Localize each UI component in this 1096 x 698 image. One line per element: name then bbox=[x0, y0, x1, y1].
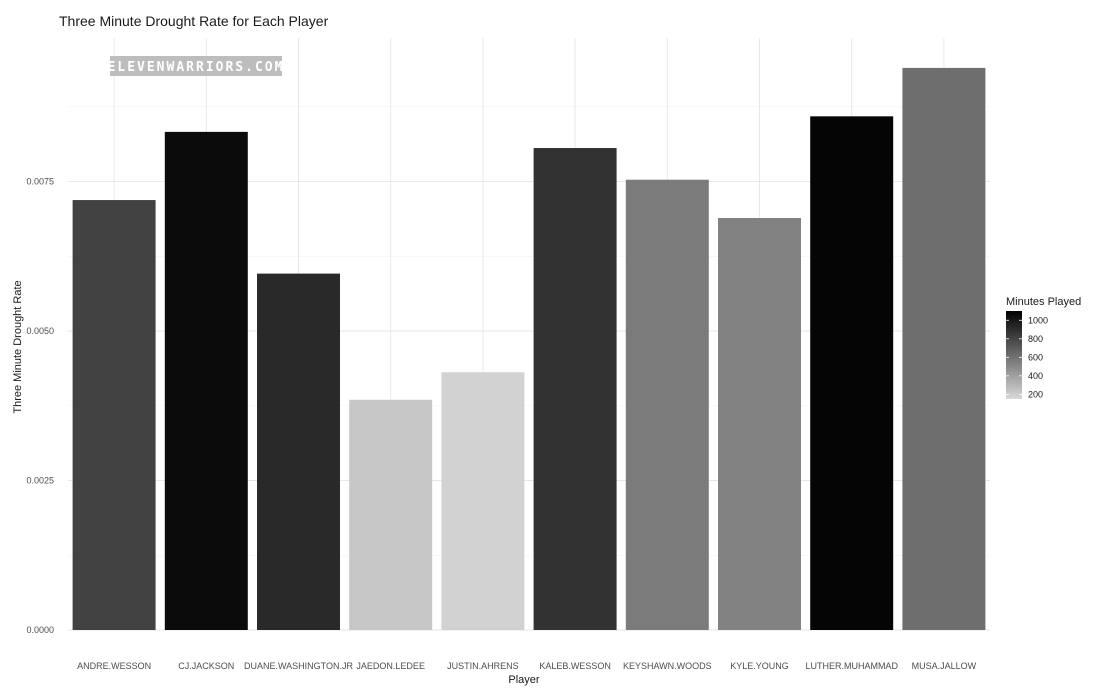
legend-tick-label: 400 bbox=[1028, 371, 1043, 381]
legend: Minutes Played 1000 800 600 400 200 bbox=[1006, 296, 1081, 399]
x-tick-label: LUTHER.MUHAMMAD bbox=[805, 661, 898, 671]
x-tick-label: JAEDON.LEDEE bbox=[356, 661, 425, 671]
bar-musa-jallow bbox=[902, 67, 986, 630]
bar-luther-muhammad bbox=[810, 116, 894, 631]
legend-tick-label: 200 bbox=[1028, 389, 1043, 399]
bar-keyshawn-woods bbox=[625, 179, 709, 631]
x-tick-label: MUSA.JALLOW bbox=[912, 661, 977, 671]
bar-justin-ahrens bbox=[441, 372, 525, 630]
y-tick-label: 0.0025 bbox=[26, 476, 54, 486]
legend-colorbar bbox=[1006, 311, 1022, 399]
legend-tick-label: 1000 bbox=[1028, 315, 1048, 325]
legend-tick-label: 800 bbox=[1028, 334, 1043, 344]
watermark: ELEVENWARRIORS.COM bbox=[108, 56, 285, 76]
legend-tick-label: 600 bbox=[1028, 352, 1043, 362]
y-tick-label: 0.0050 bbox=[26, 326, 54, 336]
x-tick-label: KALEB.WESSON bbox=[539, 661, 611, 671]
bar-kyle-young bbox=[718, 217, 801, 630]
x-axis-title: Player bbox=[508, 674, 540, 686]
watermark-text: ELEVENWARRIORS.COM bbox=[108, 60, 285, 75]
x-tick-label: JUSTIN.AHRENS bbox=[447, 661, 519, 671]
x-tick-label: CJ.JACKSON bbox=[178, 661, 234, 671]
watermark-background bbox=[110, 56, 282, 76]
y-axis-ticks: 0.0000 0.0025 0.0050 0.0075 bbox=[26, 177, 54, 635]
x-tick-label: DUANE.WASHINGTON.JR bbox=[244, 661, 354, 671]
x-axis-ticks: ANDRE.WESSON CJ.JACKSON DUANE.WASHINGTON.J… bbox=[77, 661, 977, 671]
y-tick-label: 0.0000 bbox=[26, 625, 54, 635]
legend-ticks: 1000 800 600 400 200 bbox=[1006, 315, 1048, 399]
chart-title: Three Minute Drought Rate for Each Playe… bbox=[59, 13, 329, 29]
bar-duane-washington-jr bbox=[257, 273, 340, 630]
bar-andre-wesson bbox=[72, 200, 156, 630]
legend-title: Minutes Played bbox=[1006, 296, 1081, 308]
bar-kaleb-wesson bbox=[533, 148, 617, 630]
bar-jaedon-ledee bbox=[349, 399, 433, 630]
y-tick-label: 0.0075 bbox=[26, 177, 54, 187]
y-axis-title: Three Minute Drought Rate bbox=[12, 280, 24, 413]
x-tick-label: ANDRE.WESSON bbox=[77, 661, 151, 671]
x-tick-label: KEYSHAWN.WOODS bbox=[623, 661, 712, 671]
x-tick-label: KYLE.YOUNG bbox=[730, 661, 789, 671]
bar-cj-jackson bbox=[164, 131, 248, 631]
bars bbox=[72, 67, 986, 631]
